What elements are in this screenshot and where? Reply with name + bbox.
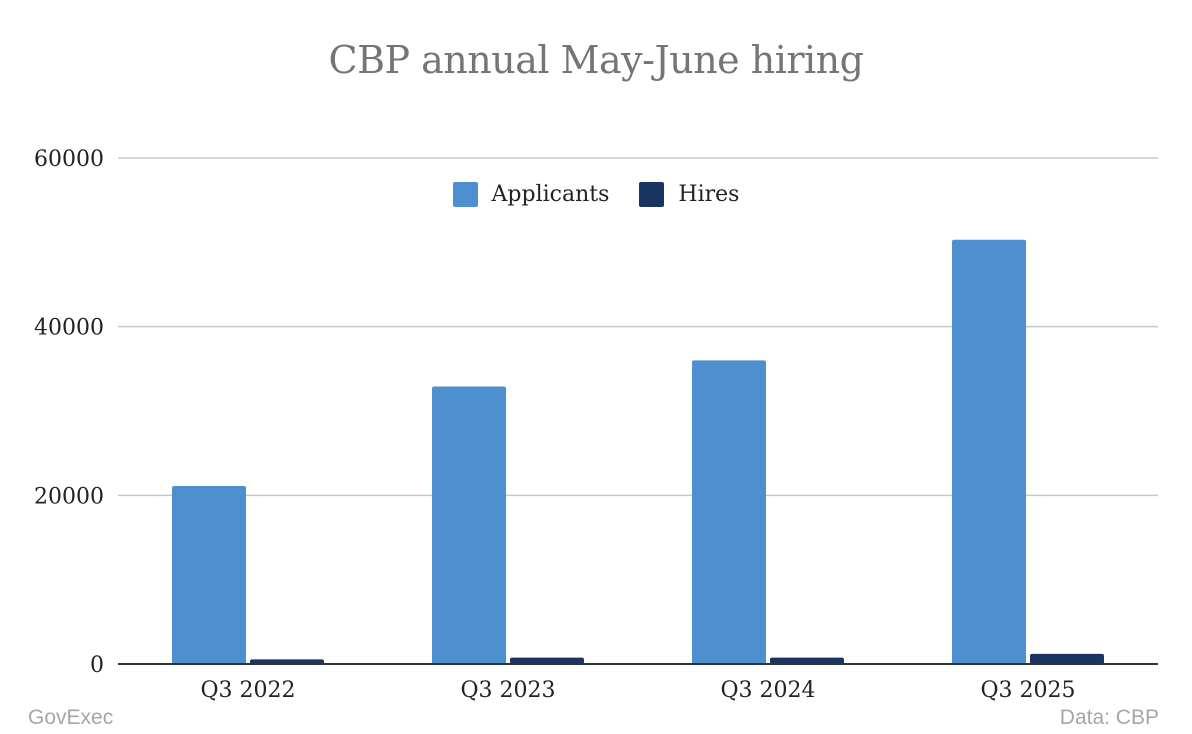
y-tick-label-20000: 20000 — [34, 484, 104, 509]
y-tick-label-40000: 40000 — [34, 316, 104, 341]
brand-credit: GovExec — [28, 706, 114, 729]
bar-hires-q3-2023 — [510, 657, 584, 664]
chart-legend: Applicants Hires — [0, 182, 1192, 207]
legend-item-applicants: Applicants — [452, 182, 610, 207]
bar-hires-q3-2022 — [250, 659, 324, 664]
source-credit: Data: CBP — [1059, 706, 1159, 729]
x-tick-label-q3-2025: Q3 2025 — [980, 678, 1075, 703]
legend-swatch-applicants — [452, 182, 478, 207]
y-tick-label-0: 0 — [90, 653, 104, 678]
legend-label-hires: Hires — [678, 182, 740, 207]
bar-applicants-q3-2022 — [172, 486, 246, 664]
bar-applicants-q3-2025 — [952, 239, 1026, 664]
bar-applicants-q3-2023 — [432, 386, 506, 664]
legend-label-applicants: Applicants — [491, 182, 610, 207]
bar-applicants-q3-2024 — [692, 360, 766, 664]
x-tick-label-q3-2022: Q3 2022 — [200, 678, 295, 703]
legend-item-hires: Hires — [639, 182, 739, 207]
x-tick-label-q3-2023: Q3 2023 — [460, 678, 555, 703]
bar-hires-q3-2025 — [1030, 653, 1104, 664]
y-tick-label-60000: 60000 — [34, 147, 104, 172]
bar-hires-q3-2024 — [770, 657, 844, 664]
chart-title: CBP annual May-June hiring — [328, 38, 864, 82]
x-tick-label-q3-2024: Q3 2024 — [720, 678, 815, 703]
legend-swatch-hires — [639, 182, 665, 207]
